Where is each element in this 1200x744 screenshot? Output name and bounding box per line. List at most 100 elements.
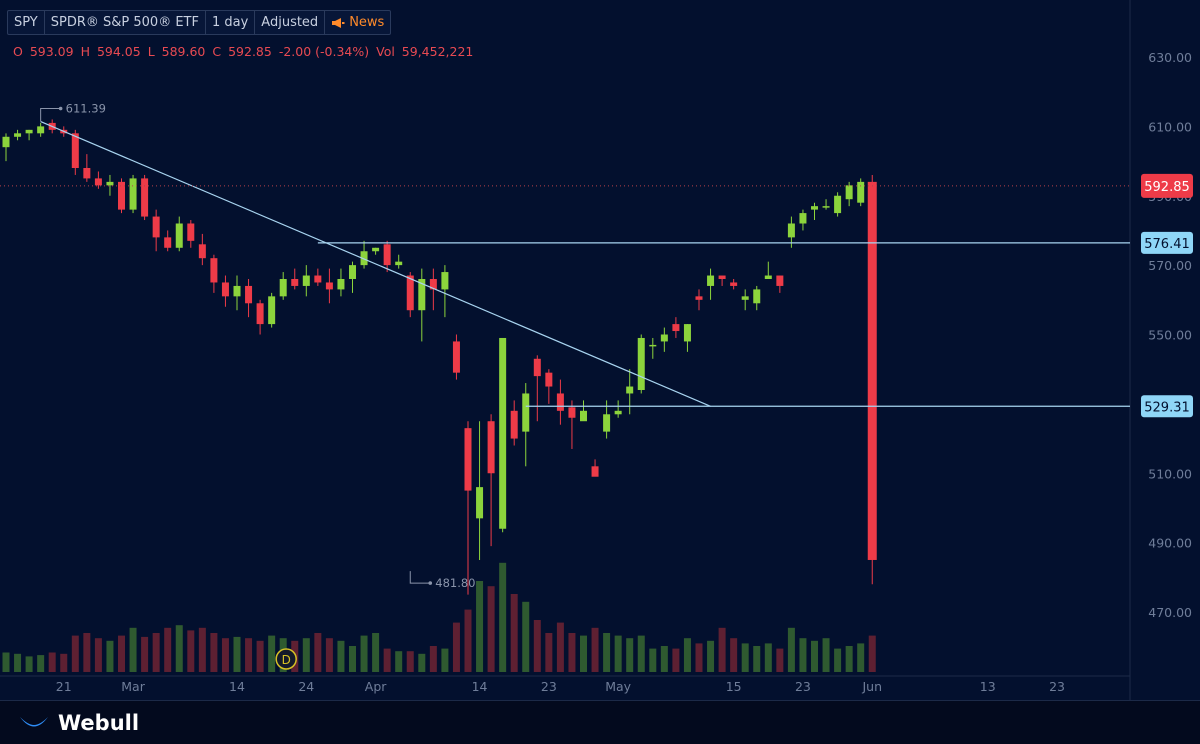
drawn-lines[interactable] [0, 121, 1130, 407]
volume-bar [337, 640, 345, 672]
volume-bar [406, 651, 414, 672]
candle-body [591, 466, 599, 477]
volume-bar [730, 638, 738, 672]
candle-body [730, 282, 738, 286]
candle-body [2, 136, 10, 148]
volume-bar [152, 633, 160, 672]
last-price-label: 592.85 [1144, 180, 1190, 195]
x-tick-label: 23 [541, 679, 557, 694]
candle-body [245, 285, 253, 304]
candle-body [695, 296, 703, 300]
candle-body [83, 168, 91, 179]
volume-bar [210, 633, 218, 672]
price-chart[interactable]: 630.00610.00590.00570.00550.00530.00510.… [0, 0, 1200, 700]
symbol-button[interactable]: SPY [8, 11, 45, 34]
candle-body [349, 265, 356, 279]
candle-body [522, 393, 530, 432]
adjustment-selector[interactable]: Adjusted [255, 11, 326, 34]
candle-body [452, 341, 460, 373]
chart-toolbar: SPY SPDR® S&P 500® ETF 1 day Adjusted Ne… [7, 10, 392, 35]
candle-body [580, 410, 587, 422]
candle-body [499, 337, 507, 529]
volume-bars [2, 562, 876, 672]
candle-body [764, 275, 772, 279]
y-tick-label: 470.00 [1148, 605, 1192, 620]
news-button[interactable]: News [325, 11, 390, 34]
volume-bar [141, 636, 149, 672]
volume-bar [487, 586, 495, 672]
grid-lines [0, 0, 1131, 700]
candle-body [753, 289, 761, 304]
low-annotation-label: 481.80 [435, 576, 475, 590]
volume-bar [25, 656, 33, 672]
candle-body [660, 334, 668, 342]
candle-body [683, 324, 691, 342]
x-tick-label: 23 [795, 679, 811, 694]
volume-bar [349, 646, 356, 672]
dividend-marker-label: D [282, 653, 291, 667]
volume-bar [429, 646, 437, 672]
x-tick-label: 21 [56, 679, 72, 694]
candle-body [187, 223, 195, 241]
volume-bar [245, 638, 253, 672]
y-tick-label: 610.00 [1148, 119, 1192, 134]
x-tick-label: Apr [365, 679, 387, 694]
symbol-name[interactable]: SPDR® S&P 500® ETF [45, 11, 206, 34]
candle-body [152, 216, 160, 238]
volume-bar [233, 636, 241, 672]
volume-bar [83, 633, 91, 672]
dividend-marker[interactable] [275, 648, 297, 670]
volume-bar [591, 627, 599, 672]
x-axis: 21 Mar 14 24 Apr 14 23 May 15 23 Jun 13 23 [56, 679, 1065, 694]
x-tick-label: May [605, 679, 631, 694]
x-tick-label: 14 [229, 679, 245, 694]
candle-body [533, 358, 541, 377]
candle-body [476, 487, 484, 519]
candle-body [372, 247, 380, 252]
candle-body [834, 195, 842, 214]
candle-body [441, 272, 449, 290]
brand-name: Webull [58, 711, 140, 735]
x-tick-label: Mar [121, 679, 145, 694]
volume-bar [395, 651, 403, 672]
candle-body [845, 185, 853, 200]
candle-body [787, 223, 795, 238]
volume-bar [822, 638, 830, 672]
candles [2, 119, 877, 595]
close-value: 592.85 [228, 44, 272, 59]
candle-body [94, 178, 102, 186]
volume-bar [695, 643, 703, 672]
candle-body [649, 344, 657, 347]
volume-bar [314, 633, 322, 672]
ohlc-readout: O 593.09 H 594.05 L 589.60 C 592.85 -2.0… [13, 44, 476, 59]
volume-bar [360, 635, 368, 672]
horizontal-line-label: 529.31 [1144, 400, 1190, 415]
candle-body [221, 282, 229, 297]
volume-bar [476, 581, 484, 672]
candle-body [256, 303, 264, 325]
candle-body [707, 275, 715, 286]
candle-body [510, 410, 518, 439]
candle-body [429, 279, 437, 290]
candle-body [360, 251, 368, 266]
volume-bar [302, 638, 310, 672]
candle-body [337, 279, 345, 290]
candle-body [325, 282, 333, 290]
volume-bar [187, 630, 195, 672]
y-axis: 630.00610.00590.00570.00550.00530.00510.… [1148, 50, 1192, 620]
low-value: 589.60 [161, 44, 206, 59]
volume-bar [164, 627, 172, 672]
candle-body [741, 296, 749, 300]
x-tick-label: 14 [472, 679, 488, 694]
interval-selector[interactable]: 1 day [206, 11, 256, 34]
candle-body [175, 223, 183, 248]
candle-body [129, 178, 137, 210]
candle-body [603, 414, 611, 432]
volume-bar [441, 648, 449, 672]
volume-bar [2, 652, 10, 672]
volume-bar [660, 646, 668, 672]
volume-bar [533, 620, 541, 672]
news-label: News [349, 15, 385, 30]
volume-bar [614, 635, 622, 672]
candle-body [867, 181, 877, 560]
